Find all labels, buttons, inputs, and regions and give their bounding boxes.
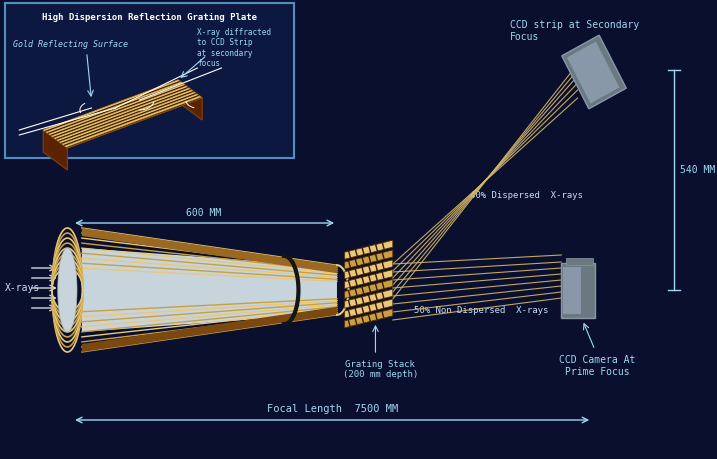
Polygon shape — [60, 92, 196, 143]
Polygon shape — [61, 93, 197, 144]
Bar — [561, 263, 595, 318]
Text: 540 MM: 540 MM — [680, 165, 715, 175]
Polygon shape — [567, 41, 619, 103]
Text: X-ray diffracted
to CCD Strip
at secondary
focus: X-ray diffracted to CCD Strip at seconda… — [197, 28, 271, 68]
Bar — [563, 267, 581, 313]
Polygon shape — [55, 89, 191, 140]
Polygon shape — [64, 95, 199, 146]
Polygon shape — [52, 86, 188, 137]
Polygon shape — [54, 88, 190, 139]
Text: X-rays: X-rays — [5, 283, 40, 293]
Polygon shape — [82, 248, 337, 332]
Polygon shape — [82, 307, 337, 352]
Polygon shape — [57, 90, 193, 141]
Polygon shape — [178, 80, 202, 120]
Polygon shape — [345, 250, 393, 269]
Bar — [5, 3, 294, 158]
Polygon shape — [561, 35, 626, 109]
Text: CCD Camera At
Prime Focus: CCD Camera At Prime Focus — [559, 355, 635, 376]
Polygon shape — [345, 289, 393, 308]
Polygon shape — [345, 309, 393, 328]
Text: 50% Non Dispersed  X-rays: 50% Non Dispersed X-rays — [414, 306, 549, 314]
Text: 40% Dispersed  X-rays: 40% Dispersed X-rays — [470, 190, 583, 200]
Polygon shape — [43, 130, 67, 170]
Polygon shape — [345, 280, 393, 298]
Polygon shape — [345, 269, 393, 289]
Polygon shape — [345, 240, 393, 259]
Polygon shape — [43, 80, 202, 148]
Polygon shape — [43, 80, 179, 131]
Text: 600 MM: 600 MM — [186, 208, 222, 218]
Polygon shape — [65, 96, 201, 147]
Polygon shape — [58, 248, 77, 332]
Polygon shape — [43, 80, 202, 148]
Bar — [566, 257, 593, 264]
Polygon shape — [44, 81, 181, 132]
Polygon shape — [47, 83, 184, 134]
Polygon shape — [49, 84, 185, 135]
Text: CCD strip at Secondary
Focus: CCD strip at Secondary Focus — [511, 20, 640, 42]
Text: Grating Stack
(200 mm depth): Grating Stack (200 mm depth) — [343, 360, 418, 380]
Text: Focal Length  7500 MM: Focal Length 7500 MM — [267, 404, 398, 414]
Polygon shape — [62, 94, 199, 145]
Polygon shape — [82, 228, 337, 273]
Polygon shape — [46, 82, 182, 133]
Text: High Dispersion Reflection Grating Plate: High Dispersion Reflection Grating Plate — [42, 13, 257, 22]
Polygon shape — [53, 87, 189, 138]
Polygon shape — [345, 299, 393, 318]
Polygon shape — [58, 91, 194, 142]
Text: Gold Reflecting Surface: Gold Reflecting Surface — [14, 40, 128, 49]
Polygon shape — [345, 260, 393, 279]
Polygon shape — [50, 85, 186, 136]
